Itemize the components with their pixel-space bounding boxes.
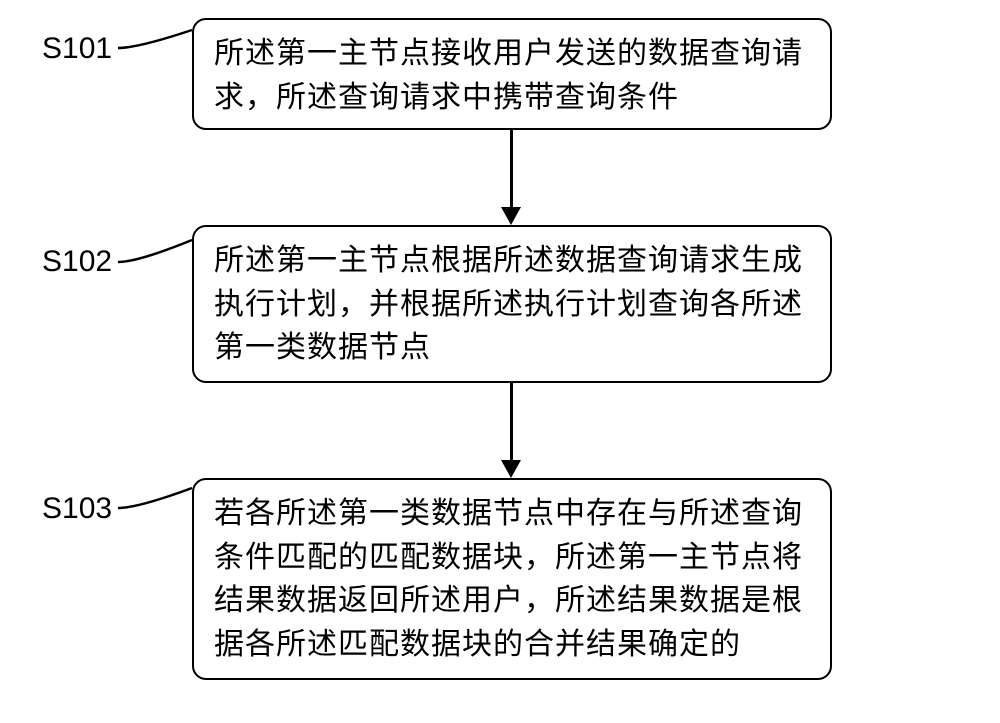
arrow-s101-s102 (510, 130, 513, 207)
arrow-s102-s103 (510, 383, 513, 460)
step-label-s102: S102 (42, 245, 112, 279)
connector-s103 (118, 486, 194, 512)
arrow-head-s101-s102 (501, 207, 521, 225)
step-text-s103: 若各所述第一类数据节点中存在与所述查询条件匹配的匹配数据块，所述第一主节点将结果… (214, 497, 803, 661)
step-text-s101: 所述第一主节点接收用户发送的数据查询请求，所述查询请求中携带查询条件 (214, 37, 803, 114)
step-label-s103: S103 (42, 492, 112, 526)
connector-s101 (118, 28, 194, 52)
step-box-s102: 所述第一主节点根据所述数据查询请求生成执行计划，并根据所述执行计划查询各所述第一… (192, 225, 832, 383)
step-box-s101: 所述第一主节点接收用户发送的数据查询请求，所述查询请求中携带查询条件 (192, 18, 832, 130)
step-box-s103: 若各所述第一类数据节点中存在与所述查询条件匹配的匹配数据块，所述第一主节点将结果… (192, 478, 832, 680)
step-text-s102: 所述第一主节点根据所述数据查询请求生成执行计划，并根据所述执行计划查询各所述第一… (214, 244, 803, 364)
connector-s102 (118, 238, 194, 266)
arrow-head-s102-s103 (501, 460, 521, 478)
flowchart-canvas: S101 所述第一主节点接收用户发送的数据查询请求，所述查询请求中携带查询条件 … (0, 0, 1000, 723)
step-label-s101: S101 (42, 32, 112, 66)
